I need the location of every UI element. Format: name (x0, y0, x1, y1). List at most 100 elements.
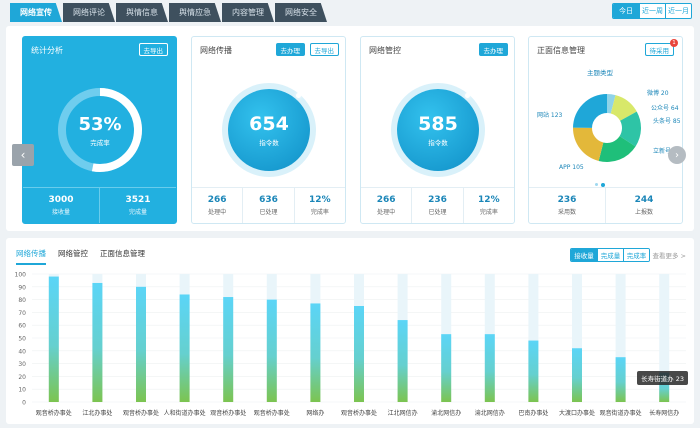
completed-count: 3521 (125, 195, 151, 205)
prev-arrow-icon[interactable]: ‹ (12, 144, 34, 166)
pie-slice (607, 94, 616, 114)
top-nav: 网络宣传 网络评论 舆情信息 舆情应急 内容管理 网络安全 今日 近一周 近一月 (0, 0, 700, 22)
instruction-count-circle: 654 指令数 (228, 89, 310, 171)
next-arrow-icon[interactable]: › (666, 144, 688, 166)
tab-public-opinion-info[interactable]: 舆情信息 (116, 3, 168, 22)
pie-slice (573, 94, 607, 128)
ranking-panel: 网络传播 网络管控 正面信息管理 接收量 完成量 完成率 查看更多 > 0 10 2… (6, 238, 694, 424)
y-tick-label: 20 (18, 374, 26, 381)
tab-network-comment[interactable]: 网络评论 (63, 3, 115, 22)
pie-title: 主题类型 (587, 69, 613, 77)
card-title: 正面信息管理 (537, 46, 585, 55)
bar[interactable] (397, 320, 408, 402)
tab-network-promo[interactable]: 网络宣传 (10, 3, 62, 22)
metric-toggle: 接收量 完成量 完成率 (570, 248, 650, 262)
control-footer: 266 处理中 236 已处理 12% 完成率 (361, 187, 514, 223)
card-title: 网络传播 (200, 46, 232, 55)
bar[interactable] (310, 303, 321, 402)
pending-adopt-button[interactable]: 待采用 (644, 43, 674, 56)
tab-public-opinion-emergency[interactable]: 舆情应急 (169, 3, 221, 22)
bar[interactable] (48, 276, 59, 402)
card-title: 统计分析 (31, 46, 63, 55)
x-tick-label: 渝北网信办 (475, 409, 505, 417)
stat-analysis-card: 统计分析 去导出 53% 完成率 3000 接收量 3521 完成量 (22, 36, 177, 224)
bar[interactable] (441, 334, 452, 402)
network-control-card: 网络管控 去办理 585 指令数 266 处理中 236 已处理 12% 完成率 (360, 36, 515, 224)
pager-dots (595, 183, 605, 187)
summary-panel: ‹ › 统计分析 去导出 53% 完成率 3000 接收量 3521 完成量 网络传… (6, 26, 694, 231)
pie-slice-label: 公众号 64 (651, 105, 679, 112)
x-tick-label: 观音桥办事处 (36, 409, 72, 417)
bar[interactable] (136, 286, 146, 402)
tab-network-control[interactable]: 网络管控 (58, 249, 88, 258)
metric-received[interactable]: 接收量 (571, 249, 597, 261)
y-tick-label: 80 (18, 297, 26, 304)
glow-dot (296, 93, 301, 98)
x-tick-label: 江北网信办 (388, 409, 418, 417)
x-tick-label: 大渡口办事处 (559, 409, 595, 417)
pie-slice-label: 立新号 98 (653, 147, 681, 155)
bar[interactable] (484, 334, 495, 402)
instruction-count-circle: 585 指令数 (397, 89, 479, 171)
ranking-bar-chart: 0102030405060708090100观音桥办事处 江北办事处 观音桥办事处人… (15, 272, 686, 417)
x-tick-label: 网络办 (306, 409, 324, 417)
bar[interactable] (354, 306, 364, 402)
y-tick-label: 60 (18, 323, 26, 330)
pie-slice-label: 网站 123 (537, 111, 563, 119)
y-tick-label: 30 (18, 361, 26, 368)
view-more-link[interactable]: 查看更多 > (652, 252, 686, 260)
bar[interactable] (659, 372, 670, 402)
y-tick-label: 100 (15, 272, 27, 279)
x-tick-label: 人和街道办事处 (164, 409, 206, 417)
bar[interactable] (615, 357, 626, 402)
export-button[interactable]: 去导出 (309, 43, 339, 56)
handle-button[interactable]: 去办理 (275, 43, 305, 56)
x-tick-label: 长寿网信办 (649, 409, 679, 417)
x-tick-label: 渝北网信办 (431, 409, 461, 417)
bar-tooltip: 长寿街道办 23 (637, 371, 688, 385)
y-tick-label: 0 (22, 400, 26, 407)
bar[interactable] (179, 294, 190, 402)
y-tick-label: 10 (18, 387, 26, 394)
received-count: 3000 (48, 195, 74, 205)
bar[interactable] (572, 348, 582, 402)
completion-ring (58, 88, 142, 172)
pie-slice (598, 136, 636, 162)
metric-rate[interactable]: 完成率 (623, 249, 649, 261)
range-month[interactable]: 近一月 (665, 4, 691, 18)
export-button[interactable]: 去导出 (138, 43, 168, 56)
range-week[interactable]: 近一周 (639, 4, 665, 18)
x-tick-label: 观音街道办事处 (600, 409, 642, 417)
x-tick-label: 观音桥办事处 (210, 409, 246, 417)
metric-completed[interactable]: 完成量 (597, 249, 623, 261)
tab-positive-info[interactable]: 正面信息管理 (100, 249, 145, 258)
y-tick-label: 50 (18, 336, 26, 343)
stat-footer: 3000 接收量 3521 完成量 (23, 187, 176, 223)
bar[interactable] (266, 299, 277, 402)
tab-network-spread[interactable]: 网络传播 (16, 248, 46, 265)
bar-track (572, 274, 582, 402)
pie-slice-label: 微博 20 (647, 89, 669, 97)
ranking-tabs: 网络传播 网络管控 正面信息管理 (16, 248, 157, 265)
module-tabs: 网络宣传 网络评论 舆情信息 舆情应急 内容管理 网络安全 (10, 3, 328, 22)
x-tick-label: 巴南办事处 (518, 409, 548, 417)
y-tick-label: 90 (18, 284, 26, 291)
pie-slice (619, 111, 641, 147)
y-tick-label: 70 (18, 310, 26, 317)
positive-info-card: 正面信息管理 待采用 1 主题类型 微博 20 公众号 64 头条号 85 立新号 9… (528, 36, 683, 224)
x-tick-label: 观音桥办事处 (254, 409, 290, 417)
range-today[interactable]: 今日 (613, 4, 639, 18)
bar-track (615, 274, 626, 402)
handle-button[interactable]: 去办理 (478, 43, 508, 56)
positive-footer: 236 采用数 244 上报数 (529, 187, 682, 223)
x-tick-label: 观音桥办事处 (123, 409, 159, 417)
completion-label: 完成率 (90, 138, 110, 147)
bar[interactable] (223, 297, 234, 402)
bar[interactable] (92, 282, 103, 402)
pie-slice (610, 95, 637, 121)
tab-network-security[interactable]: 网络安全 (275, 3, 327, 22)
tab-content-management[interactable]: 内容管理 (222, 3, 274, 22)
x-tick-label: 观音桥办事处 (341, 409, 377, 417)
bar[interactable] (528, 340, 539, 402)
y-tick-label: 40 (18, 348, 26, 355)
